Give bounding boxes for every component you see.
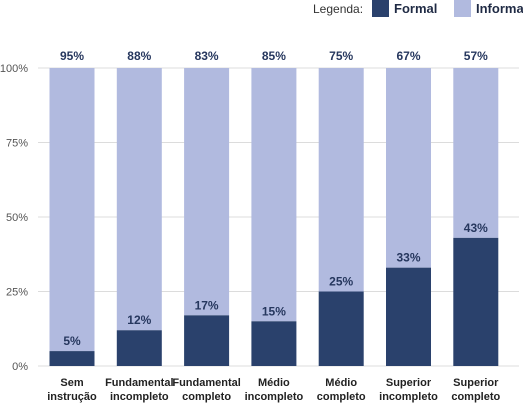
data-label-formal: 43% bbox=[464, 221, 488, 235]
legend-title: Legenda: bbox=[313, 2, 363, 16]
x-tick-label: Superior bbox=[453, 377, 499, 389]
data-label-informal: 75% bbox=[329, 49, 353, 63]
bar-formal bbox=[251, 321, 297, 366]
data-label-formal: 33% bbox=[396, 251, 420, 265]
data-label-informal: 67% bbox=[396, 49, 420, 63]
legend-swatch-informal bbox=[454, 0, 471, 17]
bar-informal bbox=[318, 68, 364, 292]
x-tick-label: Médio bbox=[325, 377, 357, 389]
x-tick-label: incompleto bbox=[245, 391, 304, 403]
x-tick-label: incompleto bbox=[379, 391, 438, 403]
bar-informal bbox=[251, 68, 297, 322]
data-label-informal: 83% bbox=[195, 49, 219, 63]
legend: Legenda: Formal Informal bbox=[313, 0, 523, 17]
bar-formal bbox=[116, 330, 162, 366]
x-tick-label: Fundamental bbox=[172, 377, 240, 389]
data-label-formal: 5% bbox=[63, 334, 81, 348]
bar-informal bbox=[386, 68, 431, 268]
x-tick-label: completo bbox=[317, 391, 366, 403]
x-axis: SeminstruçãoFundamentalincompletoFundame… bbox=[47, 377, 500, 403]
x-tick-label: completo bbox=[451, 391, 500, 403]
bar-informal bbox=[116, 68, 162, 331]
y-axis: 0% 25% 50% 75% 100% bbox=[0, 63, 28, 373]
bar-informal bbox=[184, 68, 230, 316]
data-label-informal: 85% bbox=[262, 49, 286, 63]
legend-label-informal: Informal bbox=[476, 1, 523, 16]
x-tick-label: Médio bbox=[258, 377, 290, 389]
data-label-informal: 95% bbox=[60, 49, 84, 63]
bar-formal bbox=[49, 351, 95, 366]
data-label-formal: 12% bbox=[127, 313, 151, 327]
x-tick-label: Superior bbox=[386, 377, 432, 389]
y-tick-label: 50% bbox=[6, 212, 28, 224]
bar-informal bbox=[49, 68, 95, 352]
bars bbox=[49, 68, 499, 366]
bar-formal bbox=[453, 237, 499, 366]
x-tick-label: Sem bbox=[60, 377, 83, 389]
legend-swatch-formal bbox=[372, 0, 389, 17]
data-label-informal: 88% bbox=[127, 49, 151, 63]
data-label-formal: 25% bbox=[329, 275, 353, 289]
bar-formal bbox=[386, 267, 431, 366]
data-label-informal: 57% bbox=[464, 49, 488, 63]
data-labels: 95% 5% 88% 12% 83% 17% 85% 15% 75% 25% 67% 33% 57% 43… bbox=[60, 49, 488, 348]
data-label-formal: 15% bbox=[262, 304, 286, 318]
y-tick-label: 75% bbox=[6, 138, 28, 150]
bar-formal bbox=[184, 315, 230, 366]
x-tick-label: instrução bbox=[47, 391, 97, 403]
x-tick-label: incompleto bbox=[110, 391, 169, 403]
data-label-formal: 17% bbox=[195, 298, 219, 312]
legend-label-formal: Formal bbox=[394, 1, 437, 16]
bar-informal bbox=[453, 68, 499, 238]
y-tick-label: 25% bbox=[6, 287, 28, 299]
bar-formal bbox=[318, 291, 364, 366]
y-tick-label: 0% bbox=[12, 361, 28, 373]
x-tick-label: completo bbox=[182, 391, 231, 403]
x-tick-label: Fundamental bbox=[105, 377, 173, 389]
y-tick-label: 100% bbox=[0, 63, 28, 75]
